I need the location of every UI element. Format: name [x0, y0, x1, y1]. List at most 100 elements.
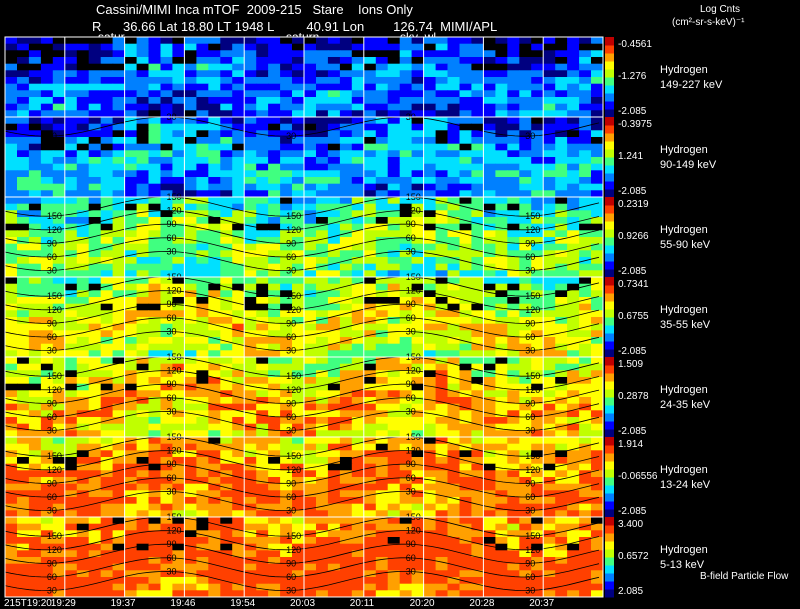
- heatmap-cell: [327, 317, 341, 325]
- heatmap-cell: [220, 383, 233, 391]
- heatmap-cell: [399, 170, 413, 178]
- heatmap-cell: [304, 143, 317, 151]
- heatmap-cell: [280, 557, 293, 565]
- heatmap-cell: [76, 563, 90, 571]
- heatmap-cell: [519, 497, 532, 505]
- heatmap-cell: [507, 190, 520, 198]
- heatmap-cell: [5, 563, 18, 571]
- heatmap-cell: [52, 203, 66, 211]
- heatmap-cell: [40, 343, 54, 351]
- heatmap-cell: [52, 510, 66, 518]
- contour-label: 120: [167, 526, 182, 536]
- heatmap-cell: [579, 83, 592, 91]
- heatmap-cell: [459, 463, 472, 471]
- heatmap-cell: [555, 177, 568, 185]
- heatmap-cell: [76, 97, 90, 105]
- heatmap-cell: [447, 410, 460, 418]
- heatmap-cell: [148, 37, 161, 45]
- heatmap-cell: [507, 83, 520, 91]
- heatmap-cell: [280, 510, 293, 518]
- heatmap-cell: [208, 237, 221, 245]
- heatmap-cell: [327, 557, 341, 565]
- heatmap-cell: [172, 163, 185, 171]
- heatmap-cell: [519, 37, 532, 45]
- colorbar-segment: [605, 133, 614, 142]
- heatmap-cell: [507, 283, 520, 291]
- heatmap-cell: [64, 97, 78, 105]
- contour-label: 30: [406, 326, 416, 336]
- heatmap-cell: [435, 37, 449, 45]
- contour-line: [4, 557, 600, 578]
- heatmap-cell: [363, 490, 377, 498]
- heatmap-cell: [64, 77, 78, 85]
- heatmap-cell: [148, 497, 161, 505]
- heatmap-cell: [256, 403, 269, 411]
- heatmap-cell: [124, 543, 138, 551]
- heatmap-cell: [112, 483, 126, 491]
- heatmap-cell: [208, 550, 221, 558]
- heatmap-cell: [495, 90, 508, 98]
- heatmap-cell: [387, 43, 401, 51]
- heatmap-cell: [208, 183, 221, 191]
- heatmap-cell: [447, 483, 460, 491]
- colorbar-label: -2.085: [618, 346, 647, 357]
- heatmap-cell: [184, 457, 197, 465]
- heatmap-cell: [196, 150, 209, 158]
- heatmap-cell: [220, 157, 233, 165]
- heatmap-cell: [519, 423, 532, 431]
- heatmap-cell: [339, 363, 353, 371]
- heatmap-cell: [531, 277, 544, 285]
- heatmap-cell: [124, 50, 138, 58]
- heatmap-cell: [555, 443, 568, 451]
- heatmap-cell: [387, 163, 401, 171]
- heatmap-cell: [363, 323, 377, 331]
- heatmap-cell: [160, 70, 173, 78]
- heatmap-cell: [519, 157, 532, 165]
- heatmap-cell: [471, 197, 484, 205]
- heatmap-cell: [555, 317, 568, 325]
- colorbar-label: 3.400: [618, 519, 644, 530]
- heatmap-cell: [160, 523, 173, 531]
- heatmap-cell: [256, 377, 269, 385]
- heatmap-cell: [375, 503, 389, 511]
- heatmap-cell: [40, 143, 54, 151]
- heatmap-cell: [435, 483, 449, 491]
- heatmap-cell: [136, 437, 150, 445]
- heatmap-cell: [112, 457, 126, 465]
- heatmap-cell: [280, 330, 293, 338]
- heatmap-cell: [579, 177, 592, 185]
- heatmap-cell: [5, 443, 18, 451]
- heatmap-cell: [280, 370, 293, 378]
- heatmap-cell: [256, 190, 269, 198]
- heatmap-cell: [112, 297, 126, 305]
- heatmap-cell: [459, 37, 472, 45]
- heatmap-cell: [316, 463, 329, 471]
- heatmap-cell: [375, 250, 389, 258]
- heatmap-cell: [423, 50, 437, 58]
- heatmap-cell: [172, 117, 185, 125]
- heatmap-cell: [507, 297, 520, 305]
- heatmap-cell: [471, 570, 484, 578]
- heatmap-cell: [292, 130, 305, 138]
- heatmap-cell: [531, 237, 544, 245]
- heatmap-cell: [100, 550, 114, 558]
- heatmap-cell: [268, 217, 281, 225]
- heatmap-cell: [495, 257, 508, 265]
- heatmap-cell: [64, 223, 78, 231]
- heatmap-cell: [447, 350, 460, 358]
- heatmap-cell: [423, 177, 437, 185]
- heatmap-cell: [28, 223, 42, 231]
- heatmap-cell: [363, 470, 377, 478]
- heatmap-cell: [17, 57, 30, 65]
- heatmap-cell: [292, 510, 305, 518]
- heatmap-cell: [387, 323, 401, 331]
- heatmap-cell: [519, 123, 532, 131]
- contour-label: 90: [406, 219, 416, 229]
- heatmap-cell: [483, 297, 496, 305]
- heatmap-cell: [567, 417, 580, 425]
- heatmap-cell: [351, 563, 365, 571]
- heatmap-cell: [447, 170, 460, 178]
- heatmap-cell: [292, 90, 305, 98]
- heatmap-cell: [411, 123, 425, 131]
- heatmap-cell: [555, 57, 568, 65]
